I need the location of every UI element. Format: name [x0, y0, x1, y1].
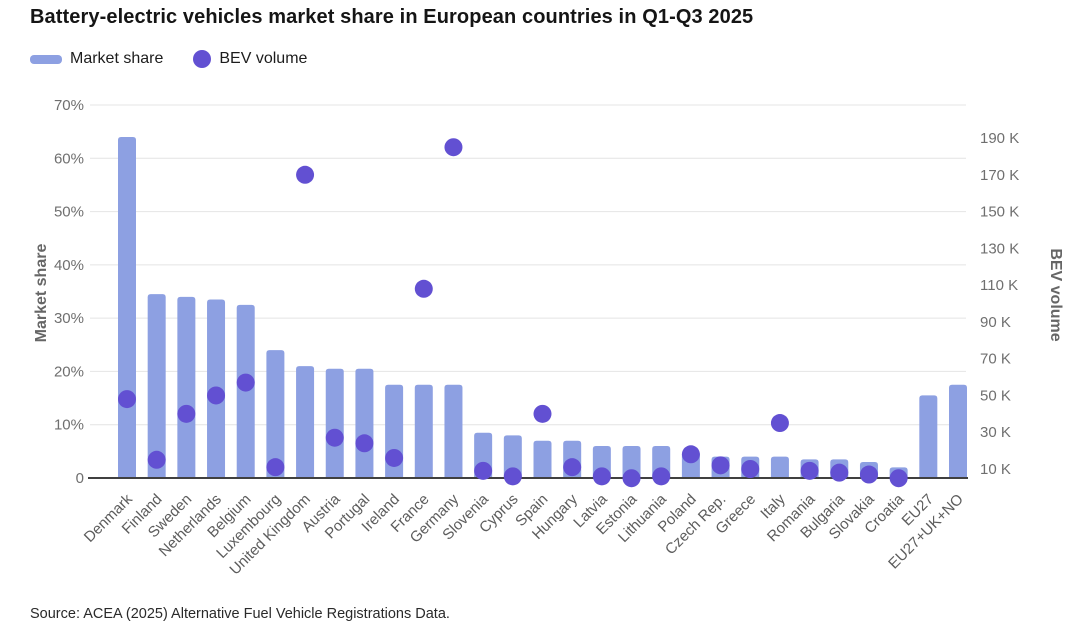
legend-label-bev-volume: BEV volume: [219, 50, 308, 67]
dot-France: [414, 279, 433, 298]
right-axis-tick: 130 K: [980, 240, 1019, 257]
dot-Czech Rep.: [711, 456, 730, 475]
legend: Market share BEV volume: [30, 50, 307, 68]
dot-Austria: [325, 428, 344, 447]
bar-Italy: [770, 456, 789, 478]
legend-label-market-share: Market share: [70, 50, 164, 67]
dot-Bulgaria: [830, 463, 849, 482]
bar-swatch-icon: [30, 54, 62, 64]
right-axis-tick: 10 K: [980, 461, 1011, 478]
dot-Cyprus: [503, 467, 522, 486]
dot-Germany: [444, 138, 463, 157]
dot-Lithuania: [652, 467, 671, 486]
legend-item-bev-volume: BEV volume: [193, 50, 307, 68]
bar-EU27+UK+NO: [949, 384, 967, 478]
dot-Greece: [741, 460, 760, 478]
left-axis-tick: 10%: [54, 417, 84, 434]
dot-Spain: [533, 404, 552, 423]
legend-item-market-share: Market share: [30, 50, 163, 68]
dot-Estonia: [622, 469, 641, 488]
bar-Sweden: [177, 296, 196, 478]
right-axis-tick: 150 K: [980, 204, 1019, 221]
dot-Denmark: [118, 390, 136, 409]
bar-United Kingdom: [296, 366, 315, 478]
bar-Austria: [325, 368, 344, 478]
left-axis-tick: 50%: [54, 204, 84, 221]
left-axis-title: Market share: [33, 244, 50, 343]
dot-Croatia: [889, 469, 908, 488]
bar-Spain: [533, 440, 552, 478]
right-axis-tick: 90 K: [980, 314, 1011, 331]
right-axis-tick: 70 K: [980, 351, 1011, 368]
bar-Cyprus: [503, 435, 522, 478]
dot-Sweden: [177, 404, 196, 423]
dot-Hungary: [563, 458, 582, 477]
dot-Portugal: [355, 434, 374, 453]
right-axis-tick: 110 K: [980, 277, 1018, 294]
left-axis-tick: 20%: [54, 363, 84, 380]
left-axis-tick: 40%: [54, 257, 84, 274]
bar-France: [414, 384, 433, 478]
dot-Latvia: [592, 467, 611, 486]
right-axis-tick: 30 K: [980, 424, 1011, 441]
left-axis-tick: 30%: [54, 310, 84, 327]
bar-Germany: [444, 384, 463, 478]
dot-Slovenia: [474, 461, 493, 480]
dot-Finland: [147, 450, 166, 469]
left-axis-tick: 0: [76, 470, 84, 487]
source-note: Source: ACEA (2025) Alternative Fuel Veh…: [30, 606, 450, 622]
dot-Romania: [800, 461, 819, 480]
right-axis-tick: 190 K: [980, 130, 1019, 147]
right-axis-tick: 50 K: [980, 387, 1011, 404]
dot-Luxembourg: [266, 458, 285, 477]
page-title: Battery-electric vehicles market share i…: [30, 6, 754, 28]
dot-United Kingdom: [296, 165, 315, 184]
bar-Finland: [147, 294, 166, 478]
bar-Portugal: [355, 368, 374, 478]
left-axis-tick: 70%: [54, 97, 84, 114]
bar-EU27: [919, 395, 938, 478]
dot-Belgium: [236, 373, 255, 392]
dot-Netherlands: [207, 386, 226, 405]
dot-swatch-icon: [193, 50, 212, 68]
dot-Italy: [770, 414, 789, 433]
bar-Denmark: [118, 136, 136, 478]
left-axis-tick: 60%: [54, 150, 84, 167]
bar-Luxembourg: [266, 350, 285, 478]
dot-Poland: [681, 445, 700, 464]
right-axis-tick: 170 K: [980, 167, 1019, 184]
right-axis-title: BEV volume: [1047, 248, 1064, 341]
dot-Slovakia: [859, 465, 878, 484]
dot-Ireland: [385, 448, 404, 467]
bar-Estonia: [622, 446, 641, 478]
